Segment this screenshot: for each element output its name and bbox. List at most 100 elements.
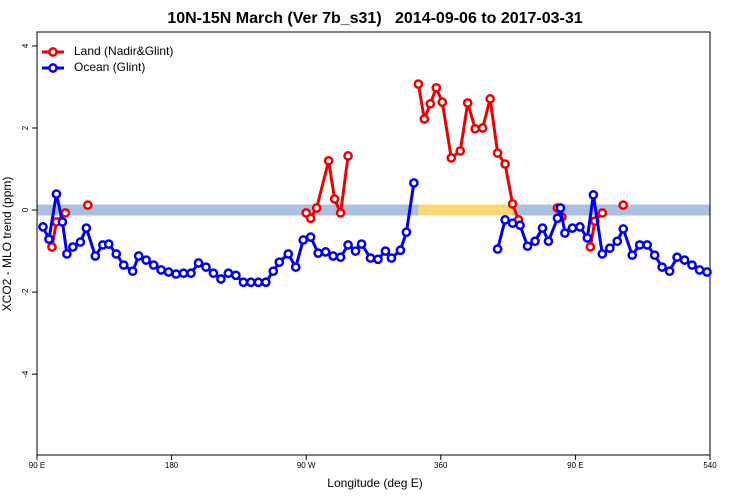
point <box>103 239 114 249</box>
point <box>62 249 72 259</box>
point <box>575 222 585 232</box>
point <box>618 224 629 234</box>
point <box>298 235 309 245</box>
plot-frame <box>36 31 711 456</box>
point <box>356 239 367 249</box>
point <box>118 260 129 270</box>
legend-label: Land (Nadir&Glint) <box>74 44 173 58</box>
point <box>649 250 660 261</box>
point <box>335 208 346 218</box>
point <box>223 268 234 279</box>
point <box>500 159 510 169</box>
x-tick-label: 360 <box>434 461 448 470</box>
point <box>156 265 166 275</box>
point <box>507 199 518 209</box>
legend-marker <box>48 63 58 73</box>
point <box>485 94 496 104</box>
point <box>500 215 510 225</box>
point <box>343 240 353 250</box>
point <box>702 267 712 277</box>
point <box>672 252 682 263</box>
point <box>530 236 540 247</box>
x-tick-label: 90 W <box>297 461 316 470</box>
point <box>477 123 488 133</box>
point <box>380 246 391 256</box>
point <box>81 223 92 233</box>
point <box>171 269 181 279</box>
point <box>335 252 346 263</box>
point <box>238 277 249 288</box>
point <box>141 255 152 265</box>
y-tick-label: 0 <box>21 207 30 212</box>
point <box>657 262 667 272</box>
y-tick-label: 4 <box>21 43 30 48</box>
chart-title: 10N-15N March (Ver 7b_s31) 2014-09-06 to… <box>167 10 582 27</box>
point <box>470 123 481 134</box>
point <box>386 253 397 263</box>
point <box>555 203 566 213</box>
point <box>268 266 279 277</box>
point <box>57 217 68 227</box>
point <box>274 257 285 268</box>
point <box>597 249 608 259</box>
point <box>329 194 340 204</box>
point <box>90 251 101 261</box>
point <box>507 218 518 229</box>
point <box>401 227 412 238</box>
point <box>634 240 645 250</box>
point <box>425 98 436 109</box>
point <box>148 260 159 270</box>
point <box>208 268 219 279</box>
point <box>604 243 615 254</box>
point <box>664 266 675 277</box>
point <box>133 251 144 261</box>
point <box>642 240 653 250</box>
point <box>687 260 697 270</box>
x-axis-label: Longitude (deg E) <box>327 476 422 490</box>
point <box>51 189 62 199</box>
point <box>246 277 256 288</box>
point <box>68 242 78 252</box>
point <box>231 270 241 281</box>
point <box>163 267 174 277</box>
point <box>431 82 442 93</box>
point <box>311 203 322 213</box>
x-tick-label: 540 <box>703 461 717 470</box>
point <box>216 274 226 284</box>
point <box>111 249 122 259</box>
point <box>585 242 596 252</box>
point <box>567 223 578 233</box>
point <box>290 262 301 272</box>
point <box>522 241 533 252</box>
point <box>560 228 570 238</box>
point <box>260 277 271 288</box>
legend-marker <box>48 47 58 57</box>
point <box>537 223 548 233</box>
point <box>515 220 525 231</box>
point <box>328 251 338 261</box>
point <box>694 265 705 275</box>
point <box>127 266 138 277</box>
point <box>283 249 294 259</box>
point <box>612 236 623 247</box>
point <box>305 232 316 242</box>
point <box>373 254 383 265</box>
point <box>627 250 638 261</box>
point <box>47 242 57 252</box>
point <box>313 248 324 258</box>
point <box>419 114 430 124</box>
point <box>320 247 331 257</box>
point <box>618 200 629 210</box>
y-tick-label: 2 <box>21 125 30 130</box>
point <box>193 258 204 268</box>
point <box>582 233 593 243</box>
point <box>75 237 86 247</box>
point <box>186 268 196 279</box>
y-tick-label: -4 <box>21 370 30 378</box>
point <box>305 213 316 224</box>
point <box>455 146 466 156</box>
point <box>343 151 353 161</box>
x-tick-label: 180 <box>165 461 179 470</box>
point <box>395 245 406 256</box>
